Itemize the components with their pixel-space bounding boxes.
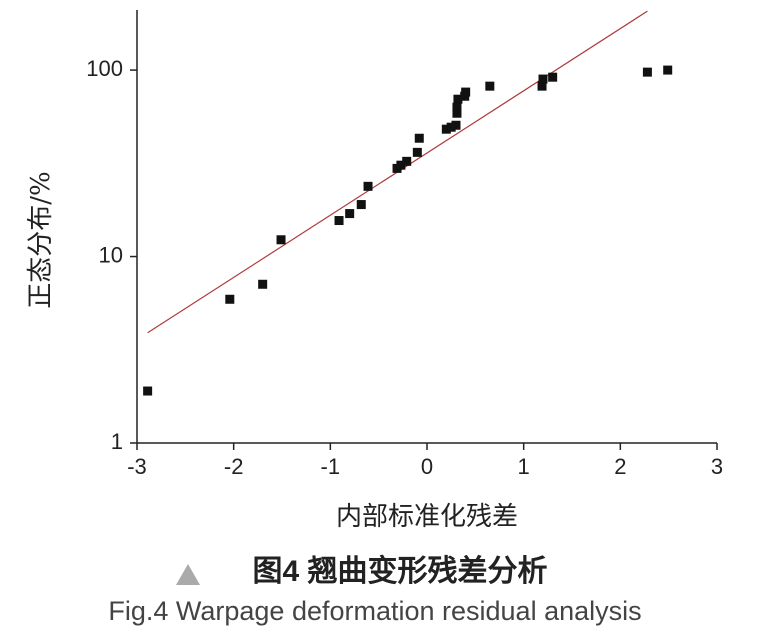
x-tick-label: -1	[321, 454, 341, 479]
data-point	[334, 216, 344, 226]
data-point	[412, 147, 422, 157]
data-point	[452, 108, 462, 118]
data-point	[441, 124, 451, 134]
x-axis-label: 内部标准化残差	[336, 502, 518, 532]
data-point	[663, 65, 673, 75]
data-point	[396, 160, 406, 170]
data-point	[225, 294, 235, 304]
y-axis-label: 正态分布/%	[26, 171, 56, 308]
data-point	[363, 181, 373, 191]
caption-en: Fig.4 Warpage deformation residual analy…	[108, 596, 641, 626]
data-point	[345, 209, 355, 219]
x-tick-label: 0	[421, 454, 433, 479]
x-tick-label: -3	[127, 454, 147, 479]
data-point	[642, 67, 652, 77]
data-point	[548, 72, 558, 82]
data-point	[538, 74, 548, 84]
data-point	[452, 102, 462, 112]
data-point	[143, 386, 153, 396]
data-point	[356, 200, 366, 210]
x-tick-label: 2	[614, 454, 626, 479]
y-tick-label: 100	[86, 56, 123, 81]
x-tick-label: 1	[518, 454, 530, 479]
data-point	[485, 81, 495, 91]
data-point	[414, 133, 424, 143]
data-point	[446, 122, 456, 132]
data-point	[276, 235, 286, 245]
data-point	[258, 279, 268, 289]
y-tick-label: 1	[111, 429, 123, 454]
x-tick-label: 3	[711, 454, 723, 479]
data-point	[402, 156, 412, 166]
data-point	[451, 120, 461, 130]
x-tick-label: -2	[224, 454, 244, 479]
data-point	[461, 87, 471, 97]
caption-icon	[176, 564, 200, 585]
data-point	[537, 81, 547, 91]
y-tick-label: 10	[99, 242, 123, 267]
caption: 图4 翘曲变形残差分析	[252, 554, 547, 588]
data-point	[453, 94, 463, 104]
